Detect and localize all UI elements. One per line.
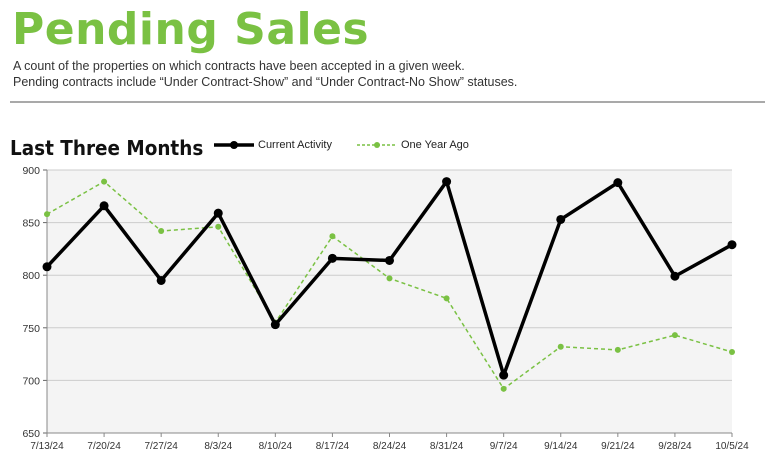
page-subtitle: A count of the properties on which contr… <box>13 58 517 90</box>
x-tick-label: 10/5/24 <box>715 441 749 452</box>
data-point-one-year-ago <box>671 332 678 339</box>
data-point-one-year-ago <box>443 295 450 302</box>
data-point-current-activity <box>727 240 737 250</box>
legend-item-prior: One Year Ago <box>356 139 469 151</box>
data-point-one-year-ago <box>729 348 735 355</box>
data-point-current-activity <box>499 370 509 380</box>
x-tick-label: 9/21/24 <box>601 441 635 452</box>
data-point-current-activity <box>556 214 566 224</box>
y-tick-label: 750 <box>22 323 40 335</box>
data-point-current-activity <box>613 178 623 188</box>
legend-item-current: Current Activity <box>213 139 332 151</box>
y-tick-label: 650 <box>22 428 40 440</box>
x-tick-label: 7/20/24 <box>87 441 121 452</box>
data-point-one-year-ago <box>44 211 50 218</box>
data-point-one-year-ago <box>614 346 621 353</box>
plot-area <box>47 170 732 433</box>
data-point-current-activity <box>670 271 680 281</box>
y-tick-label: 850 <box>22 218 40 230</box>
x-tick-label: 8/3/24 <box>204 441 232 452</box>
x-tick-label: 9/14/24 <box>544 441 578 452</box>
x-tick-label: 8/24/24 <box>373 441 407 452</box>
data-point-one-year-ago <box>158 228 165 235</box>
y-tick-label: 900 <box>22 165 40 177</box>
legend-swatch-current <box>214 141 254 149</box>
data-point-one-year-ago <box>557 343 564 350</box>
data-point-current-activity <box>213 208 223 218</box>
legend-swatch-prior <box>357 142 397 148</box>
y-tick-label: 800 <box>22 270 40 282</box>
x-tick-label: 8/10/24 <box>259 441 293 452</box>
header-divider <box>10 101 765 103</box>
data-point-current-activity <box>42 262 52 272</box>
x-tick-label: 9/7/24 <box>490 441 518 452</box>
subtitle-line-2: Pending contracts include “Under Contrac… <box>13 75 518 89</box>
data-point-current-activity <box>327 253 337 263</box>
x-tick-label: 7/13/24 <box>30 441 64 452</box>
section-title: Last Three Months <box>10 136 204 160</box>
data-point-one-year-ago <box>500 385 507 392</box>
data-point-current-activity <box>442 177 452 187</box>
data-point-one-year-ago <box>101 178 108 185</box>
data-point-one-year-ago <box>329 233 336 240</box>
legend-label-current: Current Activity <box>258 139 332 151</box>
data-point-current-activity <box>99 201 109 211</box>
x-tick-label: 8/17/24 <box>316 441 350 452</box>
page-title: Pending Sales <box>12 4 370 55</box>
x-tick-label: 7/27/24 <box>144 441 178 452</box>
data-point-current-activity <box>270 320 280 330</box>
data-point-current-activity <box>385 255 394 265</box>
x-tick-label: 9/28/24 <box>658 441 692 452</box>
x-tick-label: 8/31/24 <box>430 441 464 452</box>
legend-label-prior: One Year Ago <box>401 139 469 151</box>
data-point-current-activity <box>156 275 166 285</box>
subtitle-line-1: A count of the properties on which contr… <box>13 59 465 73</box>
y-tick-label: 700 <box>22 375 40 387</box>
data-point-one-year-ago <box>215 223 222 230</box>
data-point-one-year-ago <box>386 275 393 282</box>
